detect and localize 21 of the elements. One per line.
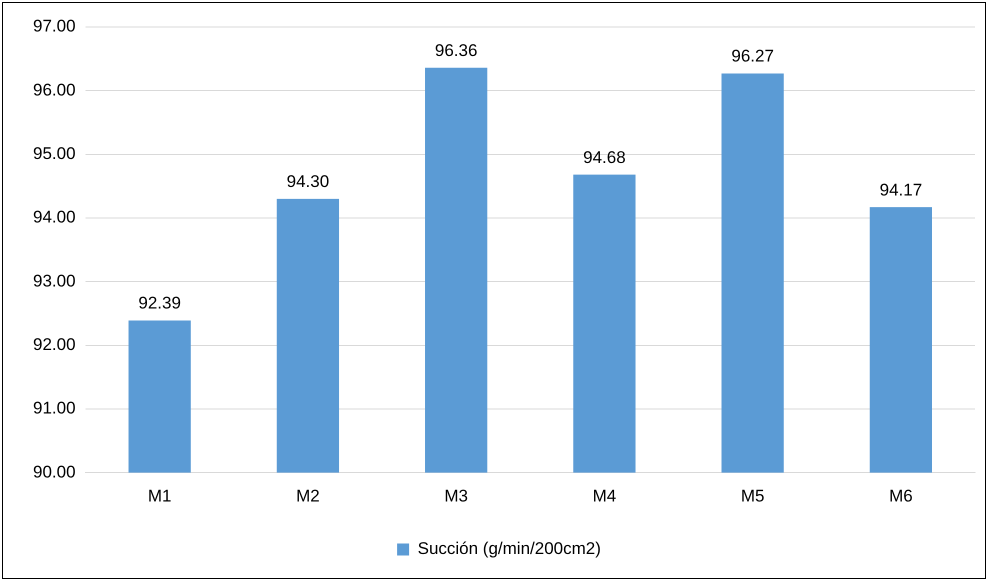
- y-tick-label: 93.00: [32, 271, 76, 290]
- legend-label: Succión (g/min/200cm2): [418, 539, 601, 558]
- y-tick-label: 90.00: [32, 462, 76, 482]
- data-label: 94.30: [286, 172, 330, 192]
- y-tick-label: 94.00: [32, 208, 76, 227]
- y-tick-label: 91.00: [32, 398, 76, 418]
- y-tick-label: 97.00: [32, 16, 76, 36]
- data-label: 94.17: [880, 180, 922, 200]
- data-label: 96.27: [731, 46, 774, 66]
- y-tick-label: 92.00: [32, 334, 76, 354]
- y-tick-label: 95.00: [32, 144, 76, 163]
- x-tick-label: M3: [444, 486, 468, 506]
- data-label: 92.39: [138, 294, 181, 313]
- data-label: 94.68: [583, 148, 626, 167]
- x-tick-label: M1: [148, 486, 172, 506]
- data-label: 96.36: [434, 40, 478, 60]
- x-tick-label: M2: [296, 486, 320, 506]
- y-tick-label: 96.00: [32, 80, 76, 100]
- x-tick-label: M4: [592, 486, 616, 506]
- x-tick-label: M5: [740, 486, 764, 506]
- x-tick-label: M6: [889, 486, 913, 506]
